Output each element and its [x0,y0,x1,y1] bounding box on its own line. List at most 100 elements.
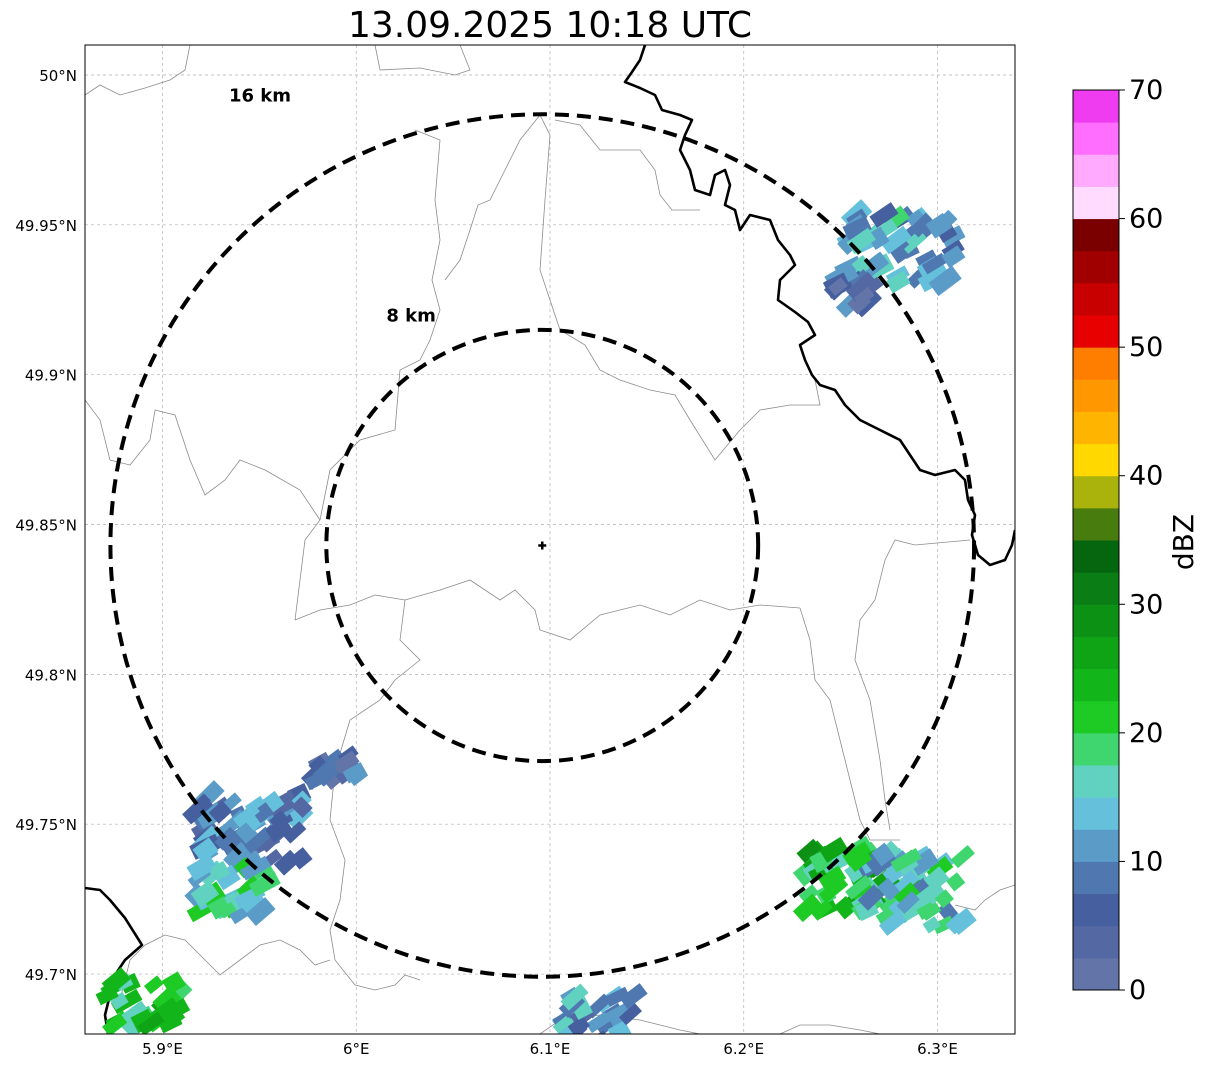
longitude-tick-labels: 5.9°E 6°E 6.1°E 6.2°E 6.3°E [142,1040,958,1058]
echo-cell [833,896,857,920]
border-line-east [623,45,1015,567]
colorbar-tick-label: 20 [1129,718,1163,749]
lat-tick-label: 49.7°N [25,966,77,984]
admin-boundary-line [539,114,741,461]
echo-cell [857,884,885,911]
echo-cell [559,1015,591,1034]
echo-cell [232,802,260,828]
echo-cell [555,1026,578,1034]
echo-cell [916,902,937,921]
range-ring [108,112,977,979]
echo-cell [213,864,241,891]
echo-cell [922,916,941,934]
colorbar-tick-label: 10 [1129,846,1163,877]
echo-cell [810,899,833,921]
colorbar-segment [1073,829,1119,862]
range-ring [324,327,761,764]
echo-cell [921,252,948,275]
admin-boundary-line [85,399,321,521]
colorbar-segment [1073,572,1119,605]
echo-cell [792,893,823,923]
echo-cell [896,890,920,915]
echo-cell [866,226,890,251]
echo-cell [273,849,301,876]
echo-cell [923,866,950,892]
colorbar-frame [1072,89,1120,991]
map-layers [85,45,1015,1034]
echo-cell [619,983,648,1009]
echo-cell [101,967,131,996]
colorbar-tick-label: 60 [1129,204,1163,235]
echo-cell [950,844,975,869]
lon-tick-label: 6.1°E [530,1040,571,1058]
colorbar-segment [1073,540,1119,573]
echo-cell [846,271,878,303]
radar-echoes [95,199,977,1034]
echo-cell [182,794,214,825]
colorbar-tick-label: 30 [1129,589,1163,620]
echo-cell [265,816,293,843]
lon-tick-label: 6°E [343,1040,370,1058]
echo-cell [945,913,968,935]
echo-cell [946,872,966,892]
colorbar-segment [1073,668,1119,702]
colorbar-segment [1073,957,1119,991]
echo-cell [928,265,962,297]
echo-cell [869,202,899,228]
echo-cell [909,212,935,238]
admin-boundary-line [444,114,541,281]
echo-cell [618,1003,642,1026]
colorbar-tick-label: 50 [1129,332,1163,363]
radar-site-marker [538,541,547,550]
echo-cell [137,1011,165,1034]
echo-cell [818,875,849,904]
echo-cell [604,986,631,1007]
colorbar-segment [1073,732,1119,766]
admin-boundary-line [329,599,421,991]
admin-boundary-line [954,884,1015,911]
admin-boundary-line [739,379,821,431]
map-area: 50°N 49.95°N 49.9°N 49.85°N 49.8°N 49.75°N 49.… [15,44,1016,1058]
echo-cell [796,838,822,864]
range-rings [108,112,977,979]
lat-tick-label: 49.75°N [15,816,77,834]
echo-cell [308,755,330,777]
echo-cell [283,821,307,844]
colorbar-segment [1073,765,1119,798]
echo-cell [207,896,232,920]
colorbar-segment [1073,315,1119,348]
range-ring-label: 16 km [229,86,291,107]
colorbar-segment [1073,475,1119,509]
echo-cell [342,761,367,784]
echo-cell [190,880,220,908]
country-border [85,45,1015,1034]
colorbar-segment [1073,861,1119,895]
admin-boundary-line [294,129,441,621]
lat-tick-label: 49.8°N [25,666,77,684]
echo-cell [214,826,239,851]
echo-cell [798,884,820,904]
colorbar-segment [1073,282,1119,316]
range-ring-label: 8 km [386,306,436,327]
admin-boundary-line [85,45,191,96]
echo-cell [143,975,164,995]
echo-cell [210,860,231,881]
echo-cell [935,209,958,232]
admin-boundary-line [799,607,900,841]
echo-cell [885,270,911,294]
colorbar-segment [1073,925,1119,959]
echo-cell [901,229,927,254]
echo-cell [890,848,922,873]
colorbar-segment [1073,411,1119,445]
echo-cell [161,971,186,995]
range-ring-labels: 8 km 16 km [229,86,436,327]
echo-cell [560,983,589,1011]
lon-tick-label: 5.9°E [142,1040,183,1058]
border-line-southwest [85,886,144,1034]
lat-tick-label: 49.85°N [15,517,77,535]
echo-cell [817,865,847,892]
echo-cell [917,264,951,293]
echo-cell [915,249,938,269]
colorbar-segment [1073,347,1119,380]
